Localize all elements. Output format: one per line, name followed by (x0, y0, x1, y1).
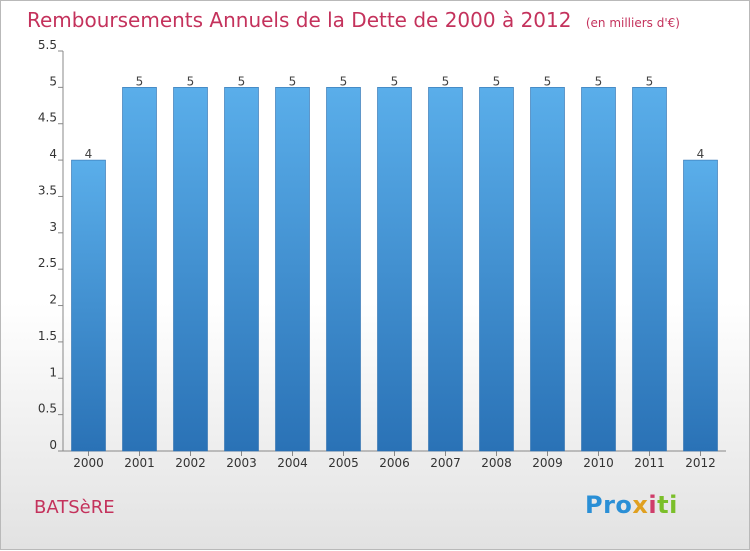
data-label: 4 (697, 147, 705, 161)
chart-axes: 0 0.5 1 1.5 2 2.5 3 3.5 4 4.5 5 5.5 (38, 38, 726, 456)
y-tick-label: 4 (49, 147, 57, 161)
y-tick-label: 0.5 (38, 402, 57, 416)
chart-title-text: Remboursements Annuels de la Dette de 20… (27, 8, 572, 32)
x-tick-label: 2006 (379, 456, 410, 470)
logo-part-4: ti (657, 491, 678, 519)
bar (71, 159, 106, 452)
x-tick-label: 2007 (430, 456, 461, 470)
x-tick-label: 2008 (481, 456, 512, 470)
data-label: 5 (136, 74, 144, 88)
y-tick-label: 3 (49, 220, 57, 234)
y-tick-label: 1 (49, 365, 57, 379)
data-label: 5 (187, 74, 195, 88)
chart-bars (71, 87, 718, 452)
x-tick-label: 2004 (277, 456, 308, 470)
data-label: 5 (391, 74, 399, 88)
x-tick-label: 2010 (583, 456, 614, 470)
x-tick-label: 2012 (685, 456, 716, 470)
y-tick-label: 3.5 (38, 183, 57, 197)
bar (173, 87, 208, 452)
bar (683, 159, 718, 452)
chart-units: (en milliers d'€) (585, 16, 680, 30)
data-label: 5 (595, 74, 603, 88)
bar (122, 87, 157, 452)
logo-part-3: i (648, 491, 658, 519)
y-tick-label: 2.5 (38, 256, 57, 270)
data-label: 5 (238, 74, 246, 88)
data-label: 5 (544, 74, 552, 88)
bar (275, 87, 310, 452)
bar (377, 87, 412, 452)
y-tick-label: 1.5 (38, 329, 57, 343)
logo-part-2: x (632, 491, 649, 519)
data-label: 5 (340, 74, 348, 88)
data-label: 5 (493, 74, 501, 88)
data-label: 5 (442, 74, 450, 88)
bar (530, 87, 565, 452)
bar (632, 87, 667, 452)
x-tick-label: 2009 (532, 456, 563, 470)
y-tick-label: 5.5 (38, 38, 57, 52)
bar (581, 87, 616, 452)
y-tick-label: 2 (49, 293, 57, 307)
chart-labels: 2000 4 2001 5 2002 5 2003 5 2004 5 2005 5 2006 5 2007 5… (73, 74, 716, 470)
place-name: BATSèRE (34, 497, 115, 518)
logo-part-1: Pro (585, 491, 633, 519)
bar (326, 87, 361, 452)
x-tick-label: 2000 (73, 456, 104, 470)
chart-title: Remboursements Annuels de la Dette de 20… (27, 8, 680, 32)
y-tick-label: 5 (49, 74, 57, 88)
bar (428, 87, 463, 452)
y-tick-label: 4.5 (38, 111, 57, 125)
y-tick-label: 0 (49, 438, 57, 452)
x-tick-label: 2003 (226, 456, 257, 470)
data-label: 4 (85, 147, 93, 161)
bar (479, 87, 514, 452)
x-tick-label: 2001 (124, 456, 155, 470)
x-tick-label: 2002 (175, 456, 206, 470)
bar (224, 87, 259, 452)
data-label: 5 (646, 74, 654, 88)
x-tick-label: 2011 (634, 456, 665, 470)
data-label: 5 (289, 74, 297, 88)
proxiti-logo: Proxiti (585, 491, 678, 519)
x-tick-label: 2005 (328, 456, 359, 470)
